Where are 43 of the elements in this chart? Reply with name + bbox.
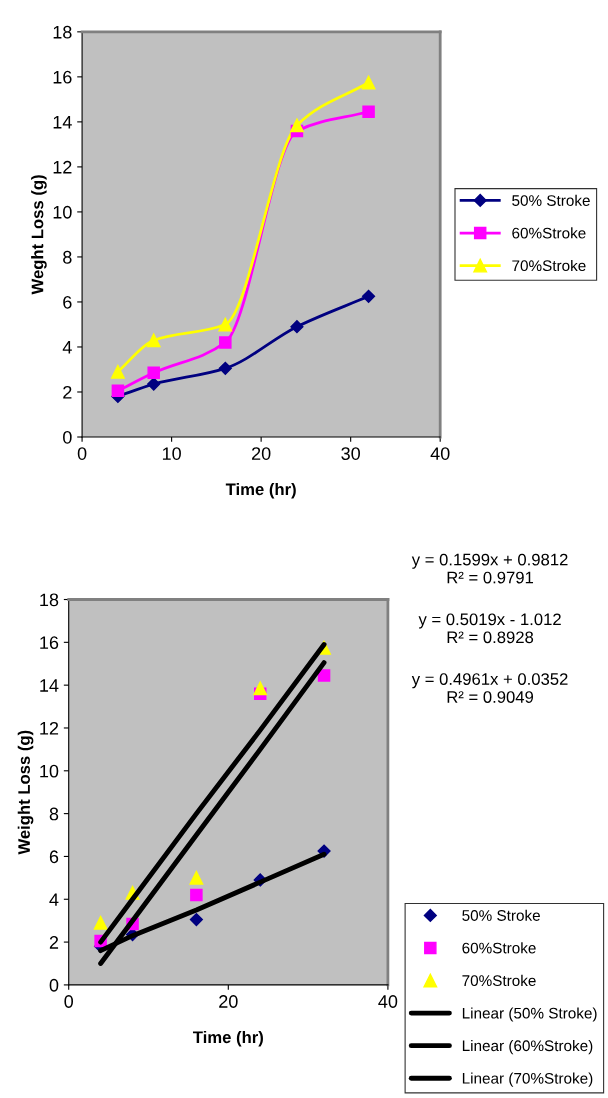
y-tick-label: 0 xyxy=(63,430,72,444)
text: y = 0.4961x + 0.0352 R² = 0.9049 xyxy=(411,673,568,703)
y-axis-title: Weght Loss (g) xyxy=(31,175,47,295)
y-tick-label: 6 xyxy=(49,850,59,864)
x-tick-label: 20 xyxy=(252,447,271,460)
y-tick-label: 18 xyxy=(40,593,59,607)
legend-label: Linear (70%Stroke) xyxy=(462,1072,593,1087)
y-tick-label: 12 xyxy=(53,160,72,174)
y-tick-label: 16 xyxy=(53,70,72,84)
y-tick-label: 14 xyxy=(53,116,72,129)
legend-label: 60%Stroke xyxy=(462,942,536,954)
x-tick-label: 30 xyxy=(341,447,360,460)
legend-label: 70%Stroke xyxy=(512,259,586,272)
x-tick-label: 0 xyxy=(77,447,87,460)
legend-label: 50% Stroke xyxy=(512,194,590,206)
text: y = 0.5019x - 1.012 R² = 0.8928 xyxy=(418,613,561,644)
y-tick-label: 10 xyxy=(40,764,59,778)
y-tick-label: 6 xyxy=(63,295,72,309)
legend-label: Linear (60%Stroke) xyxy=(462,1039,593,1055)
y-tick-label: 8 xyxy=(63,250,72,264)
y-tick-label: 2 xyxy=(63,385,72,399)
text: y = 0.1599x + 0.9812 R² = 0.9791 xyxy=(411,553,568,584)
y-tick-label: 8 xyxy=(49,807,59,821)
y-tick-label: 2 xyxy=(49,936,59,949)
y-tick-label: 18 xyxy=(53,25,72,39)
y-tick-label: 4 xyxy=(62,341,72,354)
legend-label: 70%Stroke xyxy=(462,974,536,987)
x-axis-title: Time (hr) xyxy=(192,1030,263,1047)
y-tick-label: 14 xyxy=(40,679,59,692)
y-tick-label: 12 xyxy=(40,721,59,735)
legend-label: 50% Stroke xyxy=(462,909,540,921)
x-tick-label: 40 xyxy=(378,995,398,1008)
legend-label: 60%Stroke xyxy=(512,227,586,239)
y-axis-title: Weight Loss (g) xyxy=(17,730,34,855)
x-axis-title: Time (hr) xyxy=(225,483,296,499)
y-tick-label: 16 xyxy=(40,636,59,650)
x-tick-label: 10 xyxy=(162,447,181,460)
x-tick-label: 40 xyxy=(430,447,450,460)
x-tick-label: 20 xyxy=(219,995,238,1008)
legend-label: Linear (50% Stroke) xyxy=(462,1007,597,1022)
y-tick-label: 10 xyxy=(53,205,72,219)
y-tick-label: 0 xyxy=(49,978,59,992)
y-tick-label: 4 xyxy=(49,893,59,906)
